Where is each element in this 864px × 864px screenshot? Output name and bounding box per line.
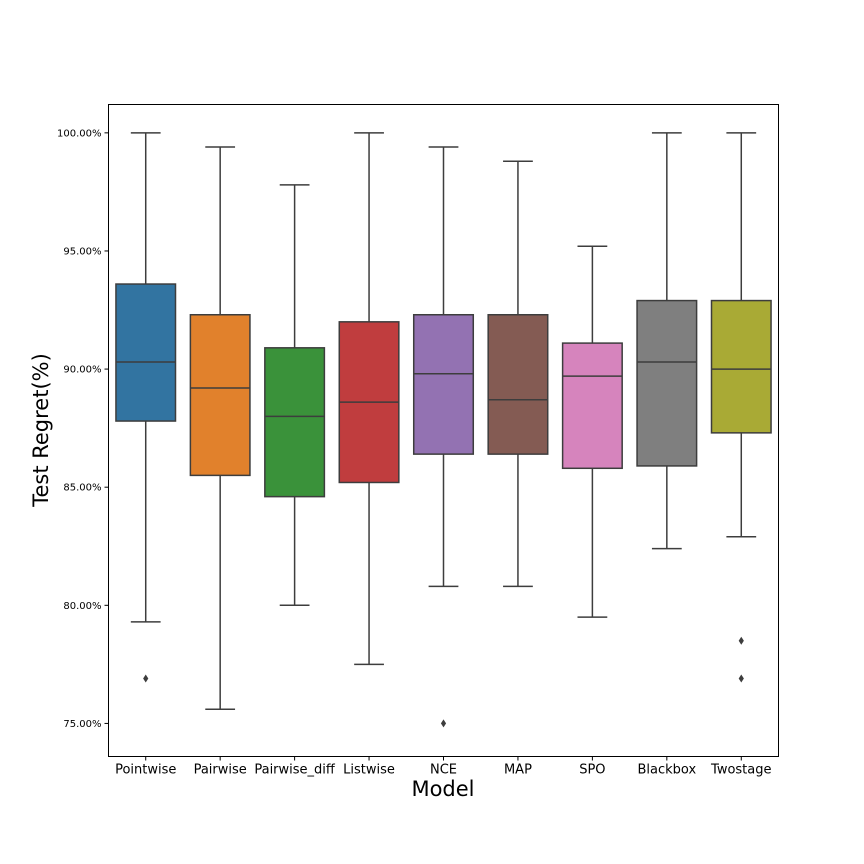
x-tick-label: MAP xyxy=(504,763,532,778)
plot-layer xyxy=(115,132,772,728)
iqr-box xyxy=(412,313,475,455)
y-tick-label: 90.00% xyxy=(63,365,101,376)
x-axis-title: Model xyxy=(411,777,474,801)
box-group xyxy=(189,146,251,711)
box-group xyxy=(636,132,698,550)
iqr-box xyxy=(189,313,251,477)
outlier-point xyxy=(738,674,744,683)
y-tick-label: 80.00% xyxy=(63,601,101,612)
y-tick-label: 85.00% xyxy=(63,483,101,494)
outlier-point xyxy=(143,674,149,683)
iqr-box xyxy=(561,342,623,470)
iqr-box xyxy=(636,299,698,467)
plot-area-frame xyxy=(108,104,779,757)
iqr-box xyxy=(264,347,326,498)
y-axis-title: Test Regret(%) xyxy=(29,353,53,508)
box-group xyxy=(264,184,326,607)
y-tick-label: 95.00% xyxy=(63,246,101,257)
y-tick-label: 100.00% xyxy=(57,128,102,139)
outlier-point xyxy=(440,719,447,728)
box-group xyxy=(561,245,623,618)
x-tick-label: Blackbox xyxy=(637,763,696,778)
box-group xyxy=(487,160,549,588)
iqr-box xyxy=(487,313,549,455)
x-tick-label: Twostage xyxy=(710,763,771,778)
box-group xyxy=(338,132,400,666)
box-group xyxy=(710,132,772,683)
x-tick-label: SPO xyxy=(579,763,605,778)
x-tick-label: Pairwise_diff xyxy=(254,763,336,778)
iqr-box xyxy=(710,299,772,434)
box-group xyxy=(115,132,177,683)
x-tick-label: Pointwise xyxy=(115,763,176,778)
iqr-box xyxy=(115,283,177,422)
x-axis-ticks: Pointwise Pairwise Pairwise_diff Listwise NC… xyxy=(115,756,772,778)
x-tick-label: NCE xyxy=(430,763,457,778)
y-axis-ticks: 75.00% 80.00% 85.00% 90.00% 95.00% 100.00% xyxy=(57,128,109,730)
y-tick-label: 75.00% xyxy=(63,719,101,730)
x-tick-label: Listwise xyxy=(343,763,395,778)
x-tick-label: Pairwise xyxy=(194,763,247,778)
outlier-point xyxy=(738,636,744,645)
box-group xyxy=(412,146,475,728)
